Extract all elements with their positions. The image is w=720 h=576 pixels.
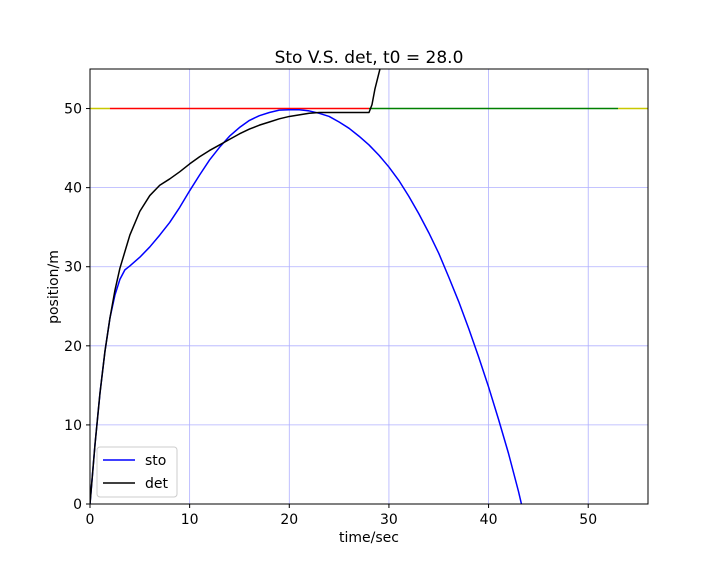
x-axis-ticks: 0 10 20 30 40 50 bbox=[86, 504, 597, 528]
series-line-det bbox=[90, 69, 381, 504]
plot-area bbox=[90, 69, 648, 504]
x-tick-label-0: 0 bbox=[86, 512, 95, 528]
y-tick-label-3: 30 bbox=[64, 260, 82, 276]
y-tick-label-2: 20 bbox=[64, 339, 82, 355]
y-tick-label-5: 50 bbox=[64, 102, 82, 118]
legend: sto det bbox=[96, 446, 178, 498]
chart-title: Sto V.S. det, t0 = 28.0 bbox=[275, 48, 464, 68]
series-line-sto bbox=[90, 108, 523, 504]
x-tick-label-5: 50 bbox=[579, 512, 597, 528]
y-tick-label-4: 40 bbox=[64, 181, 82, 197]
series-lines bbox=[90, 69, 523, 504]
legend-label-det: det bbox=[145, 476, 169, 492]
x-tick-label-2: 20 bbox=[280, 512, 298, 528]
x-tick-label-3: 30 bbox=[380, 512, 398, 528]
x-tick-label-1: 10 bbox=[181, 512, 199, 528]
legend-label-sto: sto bbox=[145, 453, 166, 469]
y-axis-ticks: 0 10 20 30 40 50 bbox=[64, 102, 90, 513]
plot-frame bbox=[89, 68, 649, 505]
y-axis-label: position/m bbox=[46, 250, 62, 324]
grid bbox=[89, 69, 648, 505]
x-axis-label: time/sec bbox=[339, 530, 399, 546]
x-tick-label-4: 40 bbox=[480, 512, 498, 528]
y-tick-label-1: 10 bbox=[64, 418, 82, 434]
y-tick-label-0: 0 bbox=[73, 497, 82, 513]
